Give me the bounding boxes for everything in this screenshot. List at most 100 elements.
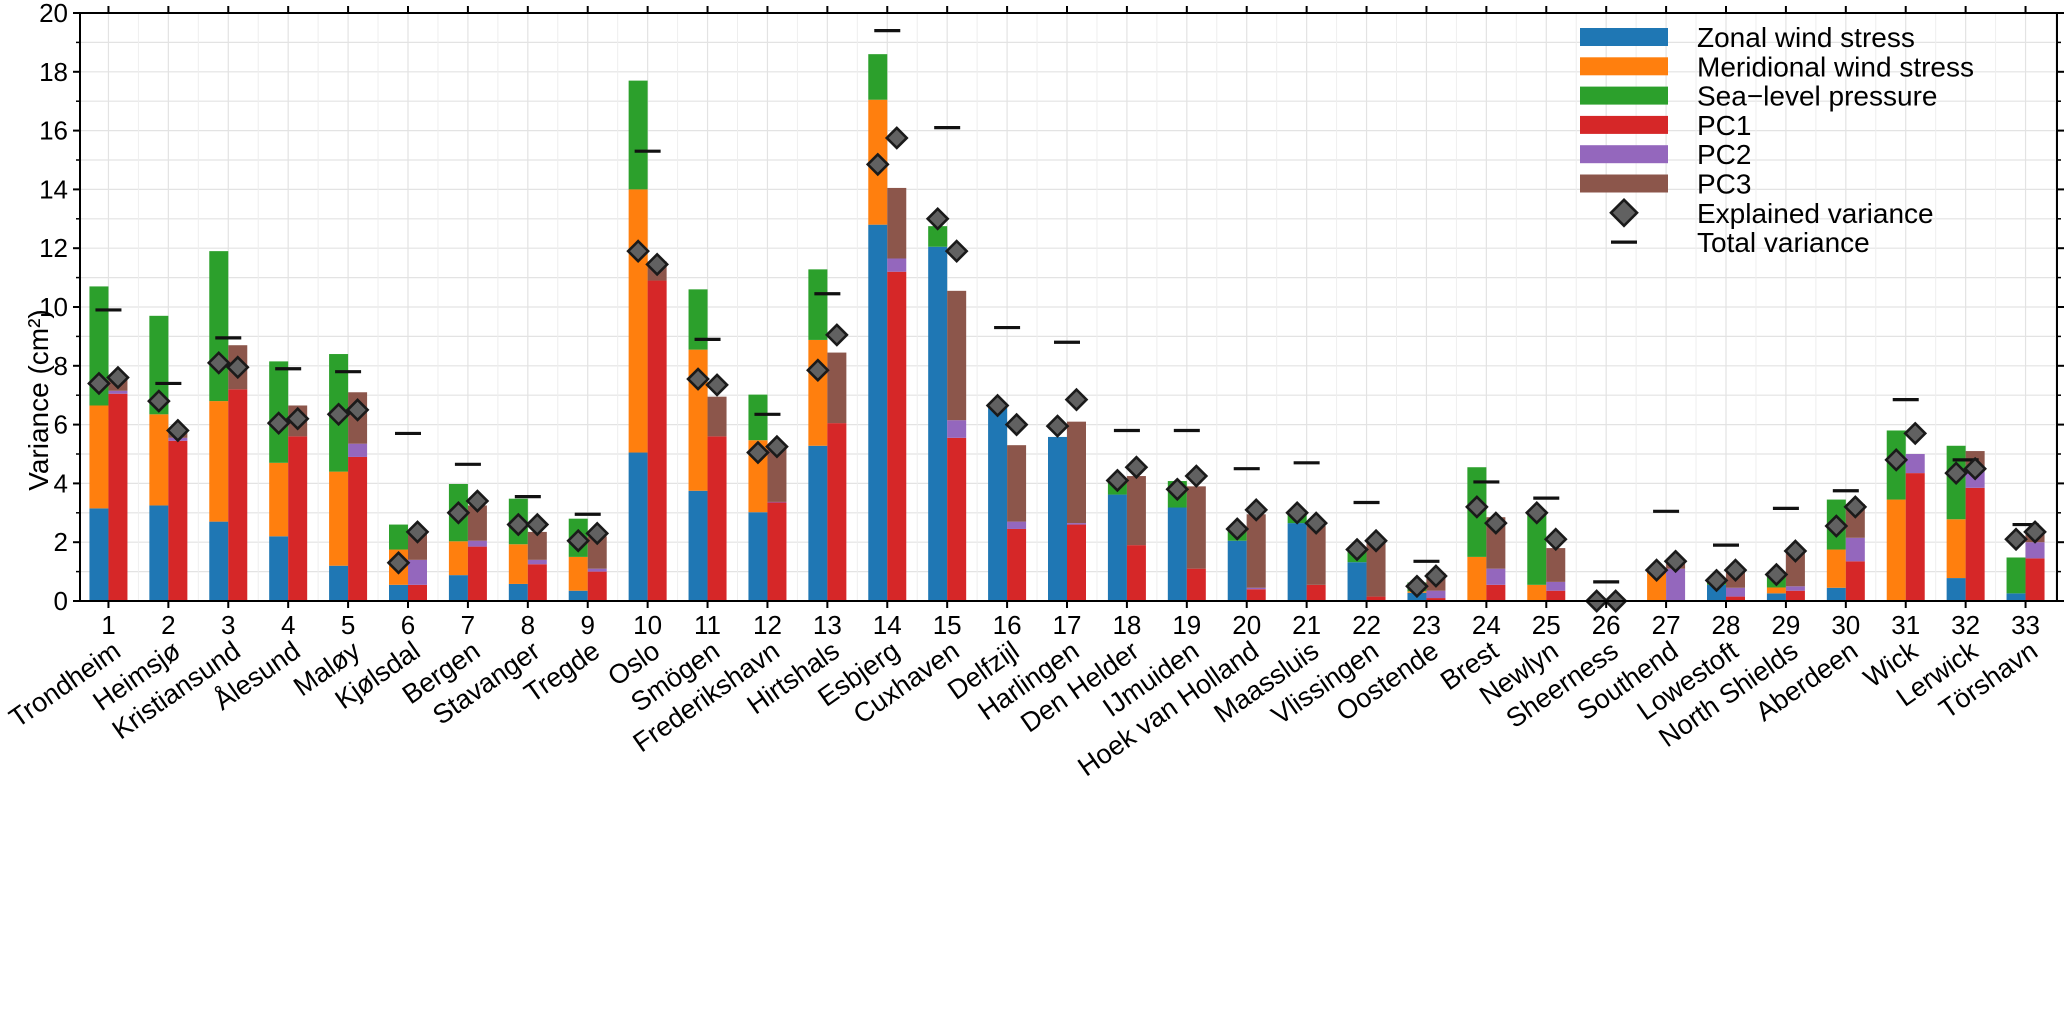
x-tick-label: 19 [1172, 610, 1201, 640]
explained-variance-left-20 [1225, 517, 1250, 541]
bar-left-zonal-wind-stress-14 [868, 224, 888, 601]
legend-swatch [1580, 28, 1668, 46]
explained-variance-left-31 [1884, 448, 1909, 472]
bar-left-zonal-wind-stress-6 [389, 584, 408, 601]
bar-right-pc2-12 [767, 501, 787, 503]
explained-variance-left-22 [1345, 537, 1369, 562]
bar-left-meridional-wind-stress-2 [149, 414, 169, 506]
bar-left-zonal-wind-stress-33 [2006, 593, 2026, 601]
explained-variance-left-8 [506, 512, 531, 537]
bar-right-pc2-24 [1486, 568, 1506, 585]
legend-swatch-diamond [1609, 197, 1639, 228]
bar-right-pc1-29 [1785, 590, 1805, 601]
explained-variance-right-14 [884, 126, 909, 150]
bar-left-zonal-wind-stress-17 [1048, 436, 1067, 601]
x-tick-label: 17 [1053, 610, 1082, 640]
bar-right-pc1-24 [1486, 584, 1506, 601]
bar-right-pc3-25 [1546, 548, 1566, 582]
bar-left-zonal-wind-stress-4 [269, 536, 289, 601]
explained-variance-left-1 [87, 371, 111, 396]
bar-left-zonal-wind-stress-20 [1227, 540, 1247, 601]
x-tick-label: 31 [1891, 610, 1920, 640]
y-tick-label: 8 [54, 351, 68, 381]
bar-right-pc2-9 [587, 568, 607, 572]
bar-left-meridional-wind-stress-9 [568, 556, 588, 591]
bar-left-zonal-wind-stress-32 [1946, 578, 1966, 601]
explained-variance-left-16 [985, 393, 1010, 418]
bar-right-pc2-5 [348, 443, 368, 457]
bar-right-pc2-29 [1785, 586, 1805, 591]
bar-right-pc1-8 [527, 564, 547, 601]
explained-variance-right-33 [2023, 520, 2047, 544]
x-tick-label: 27 [1652, 610, 1681, 640]
bar-left-meridional-wind-stress-31 [1886, 499, 1906, 601]
bar-right-pc1-16 [1007, 528, 1027, 601]
bar-right-pc2-33 [2025, 542, 2045, 559]
explained-variance-left-33 [2004, 527, 2028, 552]
bar-right-pc1-11 [707, 436, 727, 601]
explained-variance-left-17 [1045, 414, 1070, 438]
explained-variance-right-10 [645, 252, 669, 277]
y-tick-label: 20 [39, 0, 68, 28]
legend-label: PC3 [1697, 169, 1751, 200]
y-tick-label: 14 [39, 174, 68, 204]
explained-variance-right-30 [1843, 495, 1868, 519]
bar-left-zonal-wind-stress-22 [1347, 562, 1367, 601]
explained-variance-right-31 [1903, 421, 1928, 446]
bar-left-sea-level-pressure-3 [209, 251, 229, 402]
x-tick-label: 26 [1592, 610, 1621, 640]
bar-right-pc1-1 [108, 393, 128, 601]
bar-left-zonal-wind-stress-21 [1287, 523, 1307, 601]
x-tick-label: 28 [1712, 610, 1741, 640]
x-tick-label: 32 [1951, 610, 1980, 640]
explained-variance-right-22 [1364, 528, 1388, 553]
bar-right-pc1-19 [1186, 568, 1206, 601]
explained-variance-right-13 [825, 323, 849, 347]
bar-left-zonal-wind-stress-18 [1107, 494, 1127, 601]
bar-right-pc3-22 [1366, 539, 1386, 597]
x-tick-label: 14 [873, 610, 902, 640]
explained-variance-left-3 [206, 351, 231, 375]
explained-variance-right-4 [285, 406, 310, 431]
explained-variance-left-7 [446, 500, 471, 525]
explained-variance-left-11 [686, 367, 710, 391]
bar-left-meridional-wind-stress-24 [1467, 556, 1487, 601]
x-tick-label: 22 [1352, 610, 1381, 640]
x-tick-label: 24 [1472, 610, 1501, 640]
bar-right-pc3-11 [707, 396, 727, 437]
explained-variance-left-4 [266, 411, 291, 435]
bar-left-zonal-wind-stress-5 [329, 565, 349, 601]
legend-label: Total variance [1697, 227, 1870, 258]
explained-variance-right-16 [1004, 412, 1029, 437]
x-tick-label: 15 [933, 610, 962, 640]
bar-right-pc3-20 [1246, 514, 1266, 588]
bar-left-sea-level-pressure-15 [928, 226, 948, 247]
x-tick-label: 8 [521, 610, 535, 640]
x-tick-label: 30 [1831, 610, 1860, 640]
explained-variance-left-25 [1524, 500, 1549, 525]
bar-right-pc1-25 [1546, 590, 1566, 601]
bar-right-pc1-32 [1965, 487, 1985, 601]
bar-left-sea-level-pressure-11 [688, 289, 708, 350]
bar-right-pc1-4 [288, 436, 308, 601]
legend-swatch [1580, 86, 1668, 105]
bar-left-zonal-wind-stress-15 [928, 246, 948, 602]
bar-left-zonal-wind-stress-11 [688, 490, 708, 601]
bar-right-pc2-17 [1067, 523, 1086, 525]
bar-right-pc1-5 [348, 456, 368, 601]
explained-variance-left-21 [1285, 500, 1309, 525]
bar-right-pc1-13 [827, 423, 847, 601]
x-tick-label: 5 [341, 610, 355, 640]
bar-right-pc1-28 [1726, 596, 1745, 601]
bar-left-zonal-wind-stress-9 [568, 590, 588, 601]
explained-variance-right-15 [944, 239, 969, 263]
bar-left-meridional-wind-stress-1 [89, 405, 109, 509]
bar-right-pc1-12 [767, 502, 787, 601]
bar-right-pc3-13 [827, 352, 847, 424]
total-variance-markers [95, 29, 2039, 584]
legend-swatch [1580, 174, 1668, 193]
y-tick-label: 16 [39, 116, 68, 146]
bar-left-meridional-wind-stress-13 [808, 339, 828, 446]
bar-right-pc1-2 [168, 440, 188, 601]
